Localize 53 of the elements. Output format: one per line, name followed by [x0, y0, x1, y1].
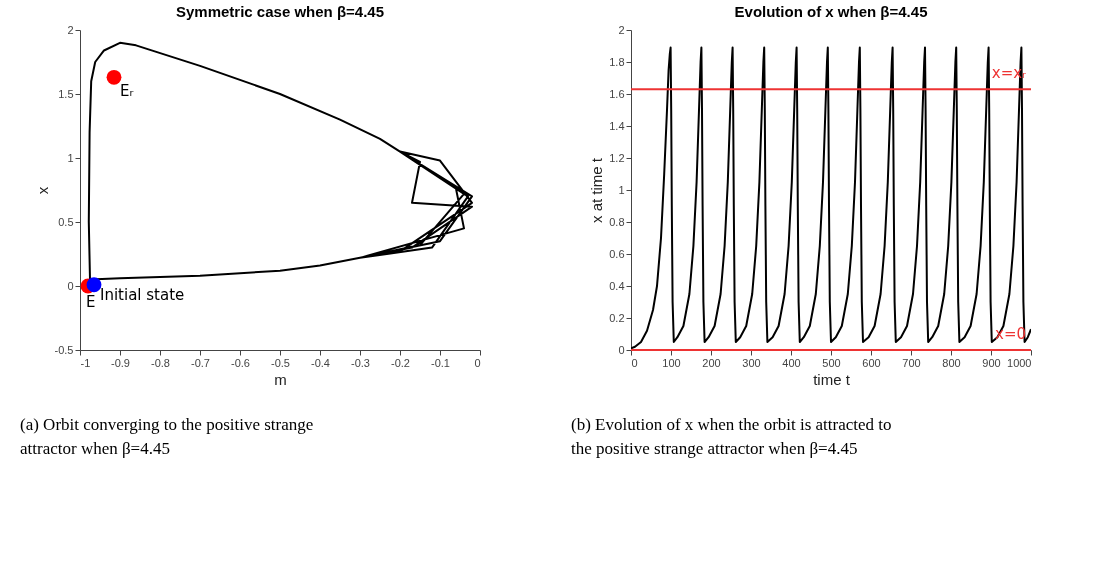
x-tick-label: 300: [742, 356, 761, 369]
x-tick-label: 700: [902, 356, 921, 369]
x-axis-title: m: [274, 370, 287, 388]
y-tick-label: 0: [618, 343, 625, 356]
x-axis-title: time t: [813, 370, 851, 388]
x-tick-label: 0: [474, 356, 481, 369]
y-axis-title: x: [33, 186, 51, 195]
y-tick-label: 2: [67, 23, 74, 36]
series-label: E: [86, 293, 96, 311]
x-tick-label: 900: [982, 356, 1001, 369]
y-tick-label: 1.6: [609, 87, 625, 100]
point: [86, 277, 102, 293]
y-tick-label: 1: [618, 183, 625, 196]
x-tick-label: -1: [80, 356, 91, 369]
y-tick-label: 1: [67, 151, 74, 164]
text: (a) Orbit converging to the positive strange attractor when β=4.45: [20, 415, 314, 458]
x-tick-label: -0.7: [191, 356, 210, 369]
y-tick-label: 2: [618, 23, 625, 36]
y-axis-title: x at time t: [588, 157, 606, 224]
x-tick-label: 100: [662, 356, 681, 369]
x-tick-label: 400: [782, 356, 801, 369]
y-tick-label: 0.4: [609, 279, 625, 292]
y-tick-label: 1.2: [609, 151, 625, 164]
x-tick-label: 500: [822, 356, 841, 369]
text: (b) Evolution of x when the orbit is attracted to the positive strange attractor when β=4.45: [571, 415, 892, 458]
y-tick-label: 0.8: [609, 215, 625, 228]
x-tick-label: -0.1: [431, 356, 450, 369]
x-tick-label: 600: [862, 356, 881, 369]
x-tick-label: -0.4: [311, 356, 330, 369]
point: [106, 69, 122, 85]
x-tick-label: -0.9: [111, 356, 130, 369]
x-tick-label: 0: [631, 356, 638, 369]
y-tick-label: 0.5: [58, 215, 74, 228]
series-label: Eᵣ: [120, 82, 134, 101]
line-series: [631, 46, 1031, 350]
x-tick-label: 1000: [1007, 356, 1032, 369]
y-tick-label: 0: [67, 279, 74, 292]
x-tick-label: 800: [942, 356, 961, 369]
series-label: Initial state: [100, 285, 185, 304]
y-tick-label: 0.2: [609, 311, 625, 324]
x-tick-label: -0.3: [351, 356, 370, 369]
y-tick-label: 1.8: [609, 55, 625, 68]
y-tick-label: 0.6: [609, 247, 625, 260]
x-tick-label: -0.5: [271, 356, 290, 369]
x-tick-label: -0.6: [231, 356, 250, 369]
y-tick-label: -0.5: [54, 343, 74, 356]
x-tick-label: -0.2: [391, 356, 410, 369]
x-tick-label: -0.8: [151, 356, 170, 369]
y-tick-label: 1.5: [58, 87, 74, 100]
chart-title: Evolution of x when β=4.45: [734, 3, 928, 20]
chart-title: Symmetric case when β=4.45: [175, 3, 385, 20]
x-tick-label: 200: [702, 356, 721, 369]
y-tick-label: 1.4: [609, 119, 625, 132]
